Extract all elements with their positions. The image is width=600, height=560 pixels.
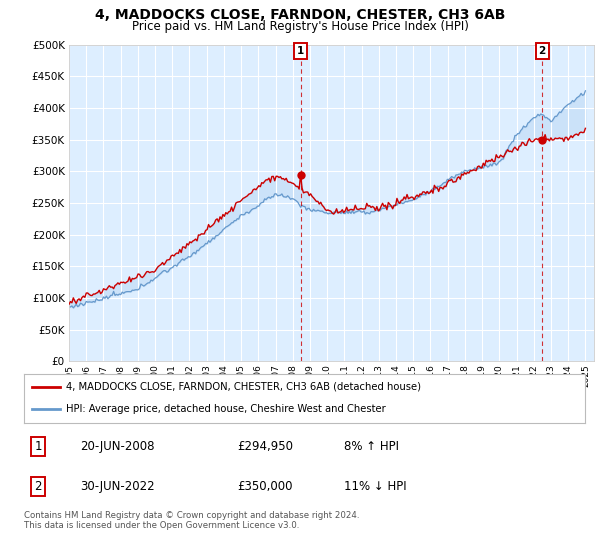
Text: 2: 2 bbox=[34, 480, 42, 493]
Text: 4, MADDOCKS CLOSE, FARNDON, CHESTER, CH3 6AB: 4, MADDOCKS CLOSE, FARNDON, CHESTER, CH3… bbox=[95, 8, 505, 22]
Text: £294,950: £294,950 bbox=[237, 440, 293, 453]
Text: Price paid vs. HM Land Registry's House Price Index (HPI): Price paid vs. HM Land Registry's House … bbox=[131, 20, 469, 32]
Text: £350,000: £350,000 bbox=[237, 480, 293, 493]
Text: 11% ↓ HPI: 11% ↓ HPI bbox=[344, 480, 406, 493]
Text: 2: 2 bbox=[539, 46, 546, 56]
Text: HPI: Average price, detached house, Cheshire West and Chester: HPI: Average price, detached house, Ches… bbox=[66, 404, 386, 414]
Text: 20-JUN-2008: 20-JUN-2008 bbox=[80, 440, 155, 453]
Text: 8% ↑ HPI: 8% ↑ HPI bbox=[344, 440, 399, 453]
Text: 1: 1 bbox=[297, 46, 304, 56]
Text: 1: 1 bbox=[34, 440, 42, 453]
Text: 4, MADDOCKS CLOSE, FARNDON, CHESTER, CH3 6AB (detached house): 4, MADDOCKS CLOSE, FARNDON, CHESTER, CH3… bbox=[66, 382, 421, 392]
Text: 30-JUN-2022: 30-JUN-2022 bbox=[80, 480, 155, 493]
Text: Contains HM Land Registry data © Crown copyright and database right 2024.
This d: Contains HM Land Registry data © Crown c… bbox=[24, 511, 359, 530]
